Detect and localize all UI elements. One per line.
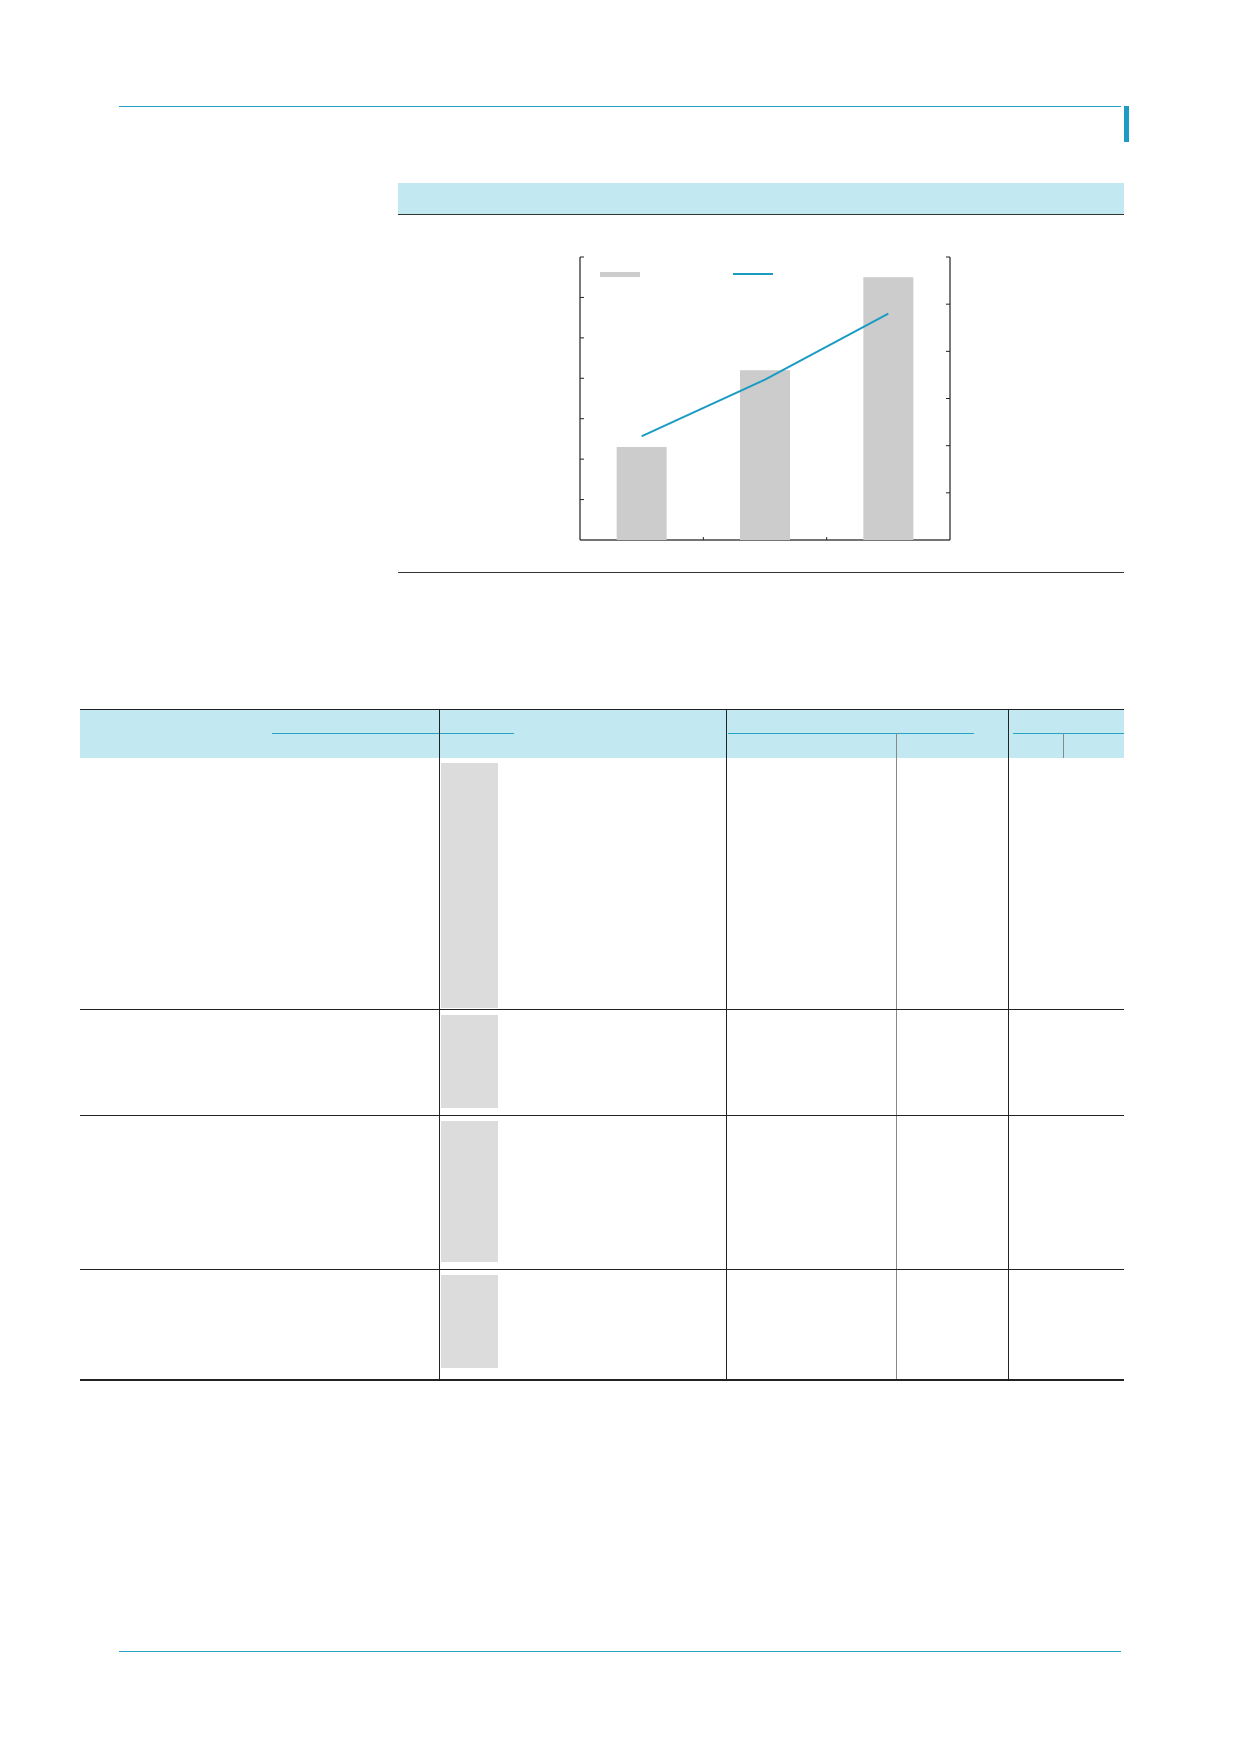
legend-bar-swatch <box>600 272 640 277</box>
row-separator-3 <box>80 1269 1124 1270</box>
footer-rule <box>119 1651 1121 1652</box>
table-top-border <box>80 709 1124 710</box>
header-subline-2 <box>728 733 974 734</box>
chart-legend <box>600 272 773 277</box>
bar-3 <box>863 277 914 540</box>
row-separator-1 <box>80 1009 1124 1010</box>
column-divider-2 <box>726 709 727 1380</box>
header-rule <box>119 106 1121 107</box>
data-table <box>80 709 1124 1381</box>
row-4-shaded-cell <box>441 1275 498 1368</box>
table-bottom-border <box>80 1379 1124 1381</box>
row-2-shaded-cell <box>441 1015 498 1108</box>
combo-chart <box>579 256 951 541</box>
row-1-shaded-cell <box>441 763 498 1008</box>
chart-bottom-rule <box>398 572 1124 573</box>
line-series-path <box>641 312 889 438</box>
section-tab-marker <box>1124 106 1129 142</box>
column-divider-3 <box>896 733 897 1380</box>
column-divider-5 <box>1063 733 1064 758</box>
row-separator-2 <box>80 1115 1124 1116</box>
chart-line-series <box>641 312 889 438</box>
chart-bars <box>616 277 914 540</box>
column-divider-4 <box>1008 709 1009 1380</box>
bar-1 <box>616 447 667 540</box>
column-divider-1 <box>439 709 440 1380</box>
bar-2 <box>740 370 790 540</box>
chart-band-underline <box>398 214 1124 215</box>
header-subline-1 <box>272 733 514 734</box>
header-subline-3 <box>1013 733 1124 734</box>
row-3-shaded-cell <box>441 1121 498 1262</box>
chart-title-band <box>398 183 1124 214</box>
